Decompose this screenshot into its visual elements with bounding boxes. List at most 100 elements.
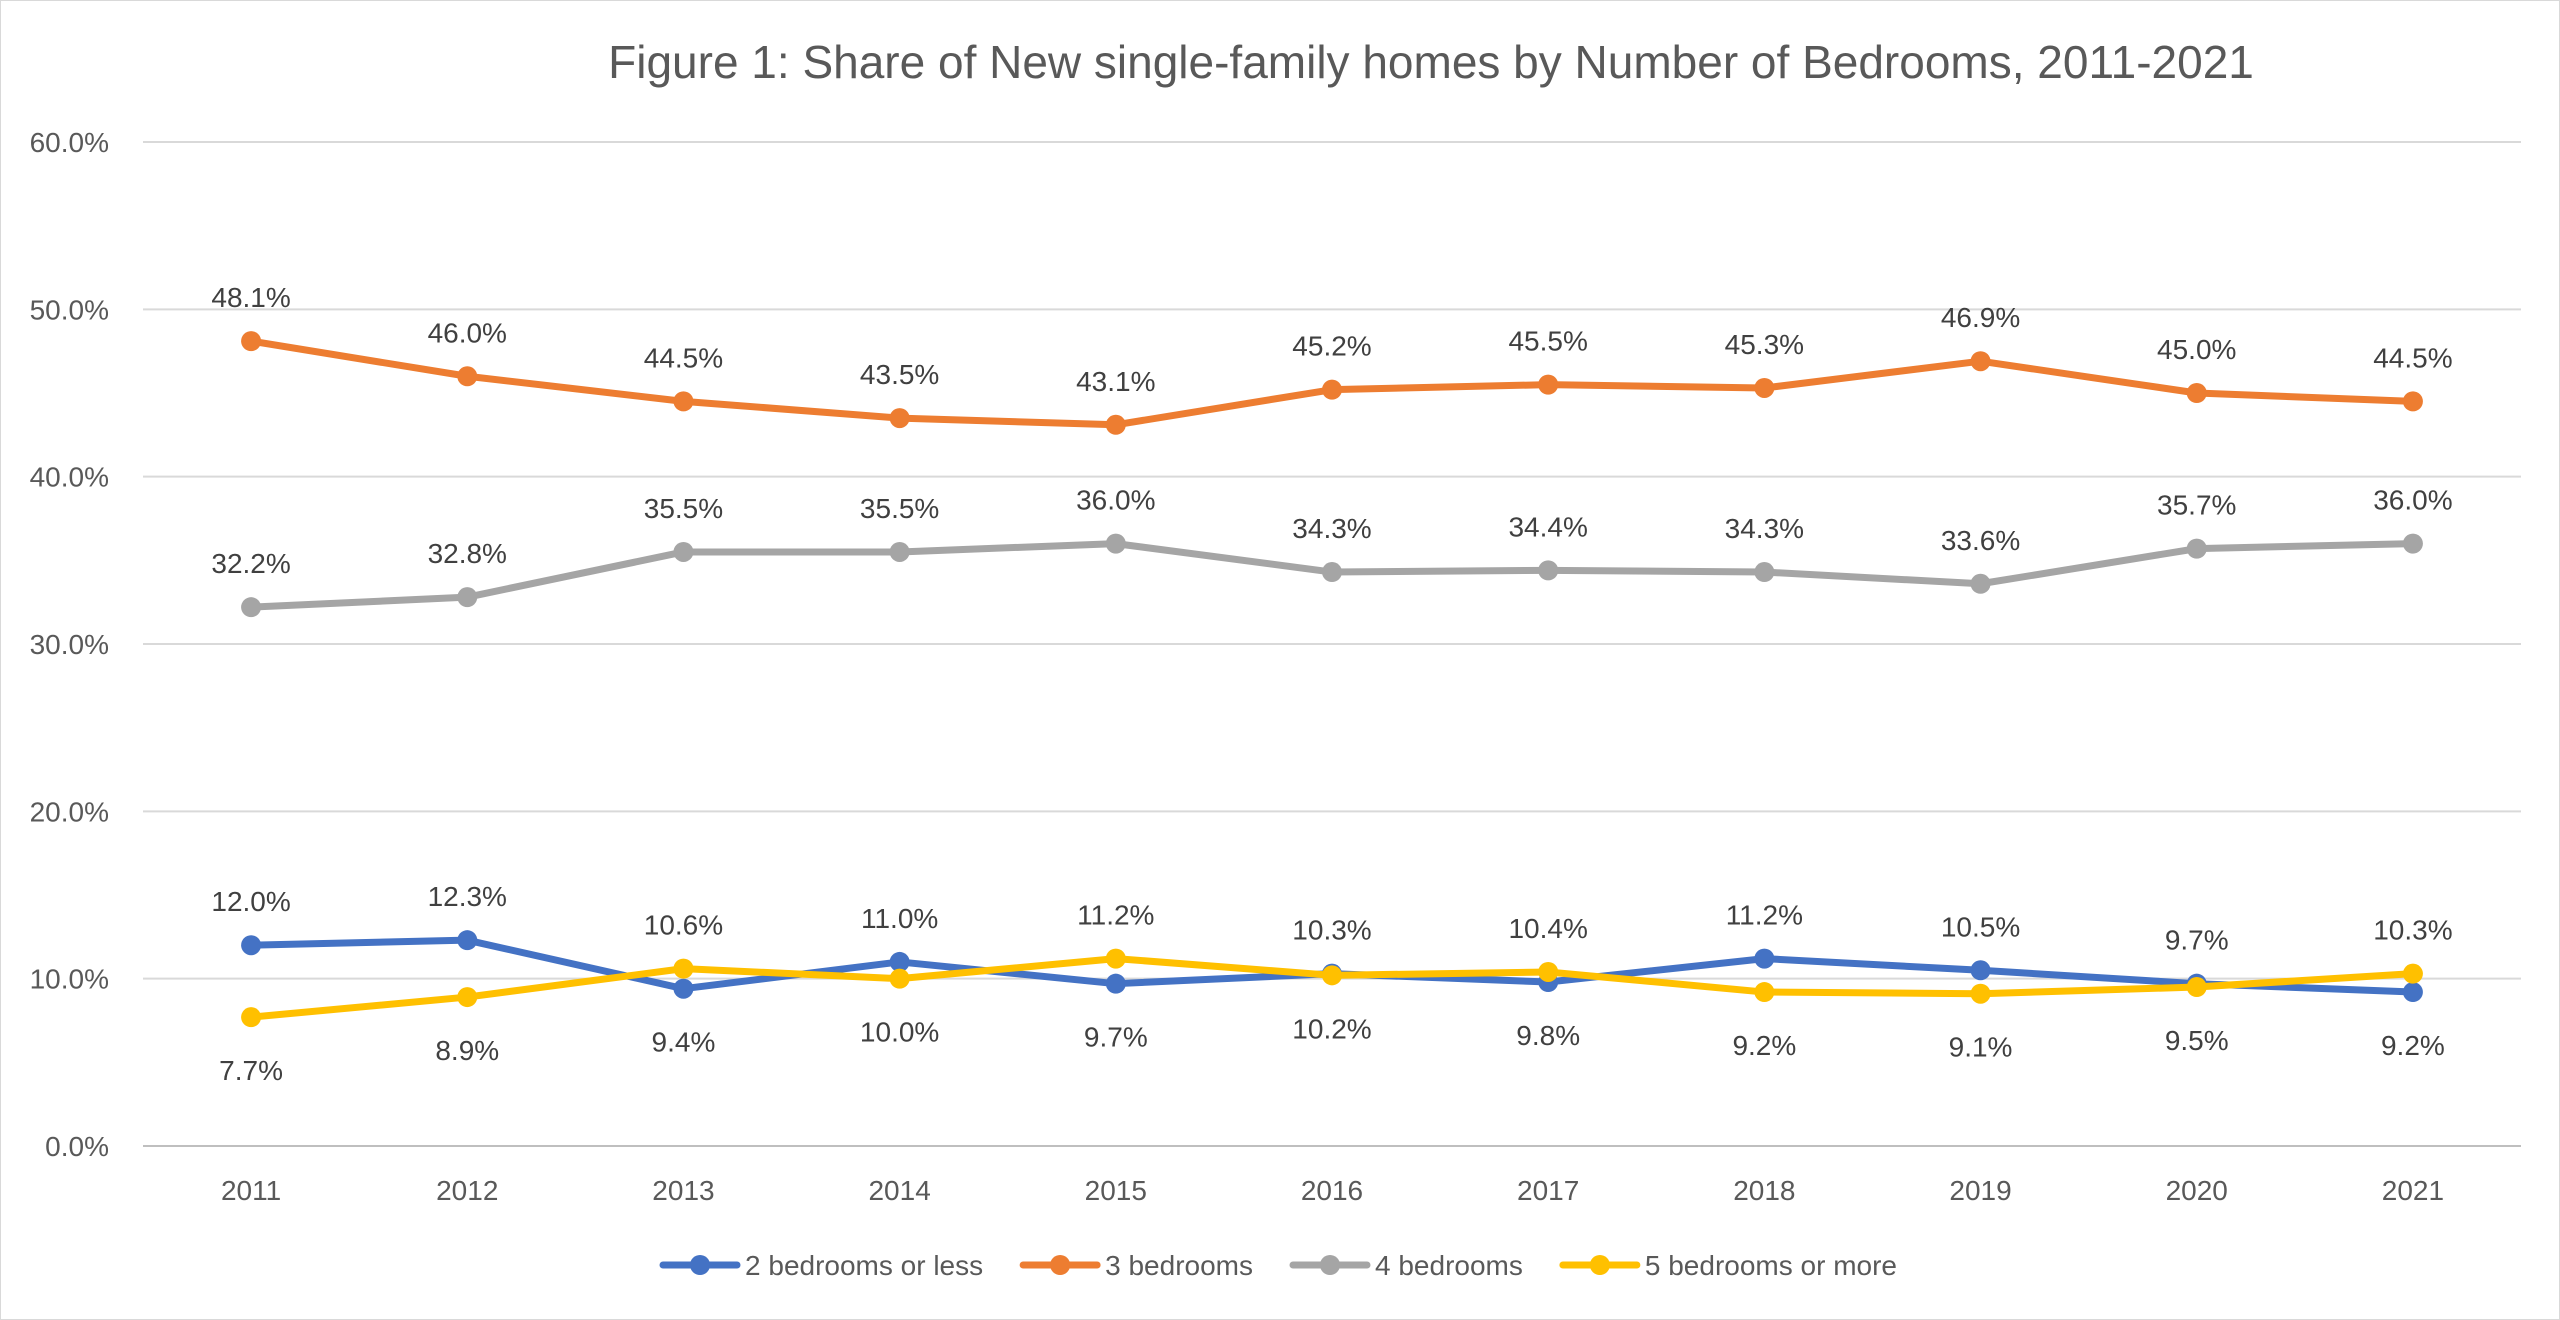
data-point [673,958,694,979]
data-point [1970,983,1991,1004]
data-label: 36.0% [1076,485,1155,516]
data-label: 46.0% [428,317,507,348]
series-lines [241,331,2423,1028]
data-point [457,930,478,951]
x-tick-label: 2021 [2382,1175,2444,1206]
axes: 0.0% 10.0% 20.0% 30.0% 40.0% 50.0% 60.0% 2011 20… [30,127,2444,1206]
data-point [889,541,910,562]
legend-item: 5 bedrooms or more [1559,1250,1897,1281]
data-label: 12.0% [211,886,290,917]
x-tick-label: 2015 [1085,1175,1147,1206]
data-label: 9.5% [2165,1025,2229,1056]
legend-marker [1320,1255,1340,1275]
y-tick-label: 10.0% [30,964,109,995]
data-label: 44.5% [2373,342,2452,373]
data-point [673,391,694,412]
data-point [2402,982,2423,1003]
data-label: 10.2% [1292,1013,1371,1044]
data-point [1105,948,1126,969]
data-label: 36.0% [2373,485,2452,516]
data-label: 9.8% [1516,1020,1580,1051]
legend-item: 3 bedrooms [1019,1250,1253,1281]
data-point [673,541,694,562]
data-point [241,1007,262,1028]
data-label: 45.0% [2157,334,2236,365]
data-label: 48.1% [211,282,290,313]
x-tick-label: 2014 [868,1175,930,1206]
data-label: 10.4% [1508,913,1587,944]
data-label: 11.0% [861,903,938,934]
data-point [2402,963,2423,984]
series-4 [241,948,2423,1028]
data-label: 10.5% [1941,911,2020,942]
data-label: 7.7% [219,1055,283,1086]
data-label: 33.6% [1941,525,2020,556]
data-label: 10.3% [1292,915,1371,946]
y-tick-label: 40.0% [30,462,109,493]
data-label: 9.4% [652,1027,716,1058]
data-point [1105,973,1126,994]
data-label: 45.3% [1725,329,1804,360]
x-tick-label: 2017 [1517,1175,1579,1206]
data-label: 9.7% [2165,925,2229,956]
chart-title: Figure 1: Share of New single-family hom… [608,36,2254,88]
x-tick-label: 2011 [221,1175,281,1206]
legend-label: 2 bedrooms or less [745,1250,983,1281]
data-label: 35.5% [860,493,939,524]
legend-item: 4 bedrooms [1289,1250,1523,1281]
data-label: 32.8% [428,538,507,569]
legend-label: 3 bedrooms [1105,1250,1253,1281]
data-point [241,331,262,352]
data-label: 12.3% [428,881,507,912]
series-2 [241,331,2423,435]
data-point [1322,379,1342,400]
data-point [1970,573,1991,594]
data-point [2402,533,2423,554]
data-point [889,951,910,972]
x-tick-label: 2013 [652,1175,714,1206]
data-label: 9.7% [1084,1022,1148,1053]
data-point [457,587,478,608]
data-label: 9.2% [1732,1030,1796,1061]
data-point [1538,374,1559,395]
data-label: 35.5% [644,493,723,524]
data-label: 44.5% [644,342,723,373]
x-tick-label: 2020 [2166,1175,2228,1206]
data-label: 11.2% [1077,900,1154,931]
data-point [457,987,478,1008]
data-label: 34.3% [1725,513,1804,544]
data-label: 46.9% [1941,302,2020,333]
data-label: 32.2% [211,548,290,579]
x-tick-label: 2016 [1301,1175,1363,1206]
data-point [2402,391,2423,412]
data-point [1538,560,1559,581]
data-label: 45.2% [1292,331,1371,362]
data-point [1754,562,1775,583]
legend-label: 5 bedrooms or more [1645,1250,1897,1281]
data-point [2186,538,2207,559]
data-label: 35.7% [2157,490,2236,521]
legend-label: 4 bedrooms [1375,1250,1523,1281]
data-point [1538,961,1559,982]
y-tick-label: 60.0% [30,127,109,158]
data-label: 34.4% [1508,511,1587,542]
data-label: 9.2% [2381,1030,2445,1061]
y-tick-label: 20.0% [30,796,109,827]
legend: 2 bedrooms or less 3 bedrooms 4 bedrooms 5 … [659,1250,1897,1281]
data-point [2186,977,2207,998]
data-label: 10.6% [644,910,723,941]
y-tick-label: 50.0% [30,294,109,325]
data-label: 10.0% [860,1017,939,1048]
y-tick-label: 0.0% [45,1131,109,1162]
series-3 [241,533,2423,618]
x-tick-label: 2012 [436,1175,498,1206]
legend-marker [690,1255,711,1275]
data-point [1322,965,1342,986]
y-tick-label: 30.0% [30,629,109,660]
data-point [1754,377,1775,398]
data-point [1754,948,1775,969]
data-point [2186,383,2207,403]
x-tick-label: 2018 [1733,1175,1795,1206]
